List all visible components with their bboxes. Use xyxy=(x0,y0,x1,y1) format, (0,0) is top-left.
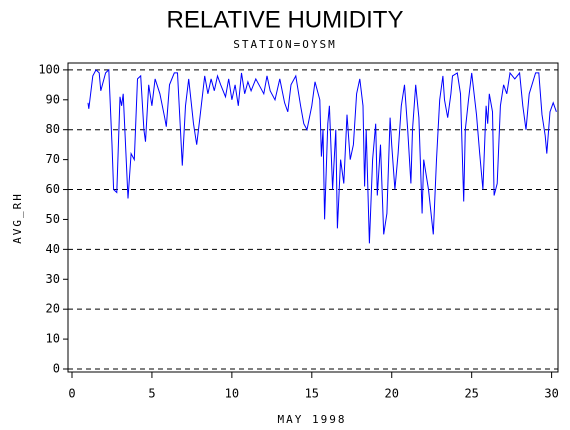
y-tick-label: 80 xyxy=(46,122,60,136)
y-tick-label: 10 xyxy=(46,332,60,346)
x-tick-label: 15 xyxy=(305,387,319,401)
x-tick-label: 0 xyxy=(68,387,75,401)
data-line xyxy=(87,68,557,244)
y-tick-label: 50 xyxy=(46,212,60,226)
chart-subtitle: STATION=OYSM xyxy=(233,38,336,51)
y-tick-label: 90 xyxy=(46,92,60,106)
chart-title: RELATIVE HUMIDITY xyxy=(167,6,404,33)
x-tick-label: 10 xyxy=(225,387,239,401)
y-tick-label: 100 xyxy=(38,62,60,76)
y-tick-label: 0 xyxy=(53,362,60,376)
x-tick-label: 20 xyxy=(385,387,399,401)
x-tick-label: 30 xyxy=(544,387,558,401)
x-tick-label: 25 xyxy=(464,387,478,401)
x-tick-label: 5 xyxy=(148,387,155,401)
y-tick-label: 60 xyxy=(46,182,60,196)
x-axis-label: MAY 1998 xyxy=(278,413,347,426)
plot-frame xyxy=(67,62,559,373)
y-tick-label: 20 xyxy=(46,302,60,316)
y-tick-label: 40 xyxy=(46,242,60,256)
y-tick-label: 70 xyxy=(46,152,60,166)
y-tick-label: 30 xyxy=(46,272,60,286)
y-axis-label: AVG_RH xyxy=(11,192,24,244)
